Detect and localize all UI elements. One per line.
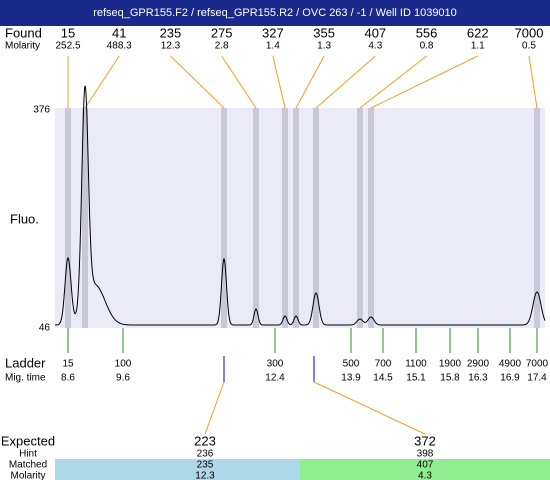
ladder-size: 15 [62, 359, 74, 370]
matched-size: 235 [197, 460, 214, 471]
found-connector [170, 55, 225, 109]
found-molarity: 1.1 [471, 41, 485, 52]
ladder-size: 100 [115, 359, 132, 370]
mig-time: 12.4 [265, 373, 285, 384]
mig-time: 16.3 [468, 373, 488, 384]
peak-band [253, 108, 259, 328]
mig-time-label: Mig. time [5, 373, 46, 384]
ladder-size: 7000 [526, 359, 549, 370]
title-bar [0, 0, 550, 26]
ladder-size: 300 [267, 359, 284, 370]
peak-band [368, 108, 374, 328]
matched-label: Matched [9, 460, 47, 471]
peak-band [313, 108, 319, 328]
found-molarity: 1.4 [266, 41, 280, 52]
hint-label: Hint [19, 449, 37, 460]
found-molarity: 488.3 [107, 41, 132, 52]
found-connector [359, 55, 427, 109]
found-size: 41 [112, 25, 126, 40]
found-size: 15 [61, 25, 75, 40]
found-size: 235 [160, 25, 182, 40]
y-max-label: 376 [33, 105, 50, 116]
found-size: 327 [262, 25, 284, 40]
found-size: 355 [313, 25, 335, 40]
ladder-size: 4900 [499, 359, 522, 370]
found-connector [315, 55, 376, 109]
peak-band [82, 108, 88, 328]
found-molarity: 0.8 [420, 41, 434, 52]
found-connector [370, 55, 478, 109]
matched-size: 407 [417, 460, 434, 471]
peak-band [534, 108, 540, 328]
expected-connector [313, 381, 426, 435]
mig-time: 17.4 [527, 373, 547, 384]
hint-size: 398 [417, 449, 434, 460]
found-molarity: 4.3 [368, 41, 382, 52]
matched-band [55, 459, 300, 480]
mig-time: 16.9 [500, 373, 520, 384]
ladder-size: 500 [343, 359, 360, 370]
found-connector [84, 55, 120, 109]
found-size: 407 [364, 25, 386, 40]
found-connector [528, 55, 538, 109]
found-size: 275 [211, 25, 233, 40]
ladder-size: 700 [375, 359, 392, 370]
matched-molarity: 4.3 [418, 471, 432, 480]
found-size: 622 [467, 25, 489, 40]
expected-size: 372 [414, 433, 436, 448]
exp-molarity-label: Molarity [10, 471, 45, 480]
mig-time: 14.5 [373, 373, 393, 384]
ladder-size: 1900 [439, 359, 462, 370]
y-min-label: 46 [39, 323, 51, 334]
ladder-size: 1100 [405, 359, 427, 370]
peak-band [65, 108, 71, 328]
mig-time: 15.1 [406, 373, 426, 384]
found-connector [221, 55, 257, 109]
peak-band [282, 108, 288, 328]
mig-time: 15.8 [440, 373, 460, 384]
matched-molarity: 12.3 [195, 471, 215, 480]
molarity-label: Molarity [5, 41, 40, 52]
mig-time: 9.6 [116, 373, 130, 384]
plot-area [55, 108, 545, 328]
found-connector [295, 55, 325, 109]
mig-time: 13.9 [341, 373, 361, 384]
found-size: 7000 [515, 25, 544, 40]
found-label: Found [5, 25, 42, 40]
peak-band [293, 108, 299, 328]
peak-band [357, 108, 363, 328]
hint-size: 236 [197, 449, 214, 460]
expected-label: Expected [1, 433, 55, 448]
found-size: 556 [416, 25, 438, 40]
expected-connector [204, 381, 225, 435]
found-molarity: 1.3 [317, 41, 331, 52]
found-molarity: 12.3 [161, 41, 181, 52]
y-axis-label: Fluo. [10, 211, 39, 226]
peak-band [221, 108, 227, 328]
found-connector [272, 55, 286, 109]
found-molarity: 252.5 [55, 41, 80, 52]
found-molarity: 0.5 [522, 41, 536, 52]
ladder-label: Ladder [5, 355, 46, 370]
matched-band [300, 459, 550, 480]
trace [54, 85, 546, 326]
mig-time: 8.6 [61, 373, 75, 384]
ladder-size: 2900 [467, 359, 490, 370]
expected-size: 223 [194, 433, 216, 448]
found-molarity: 2.8 [215, 41, 229, 52]
title: refseq_GPR155.F2 / refseq_GPR155.R2 / OV… [93, 7, 457, 19]
